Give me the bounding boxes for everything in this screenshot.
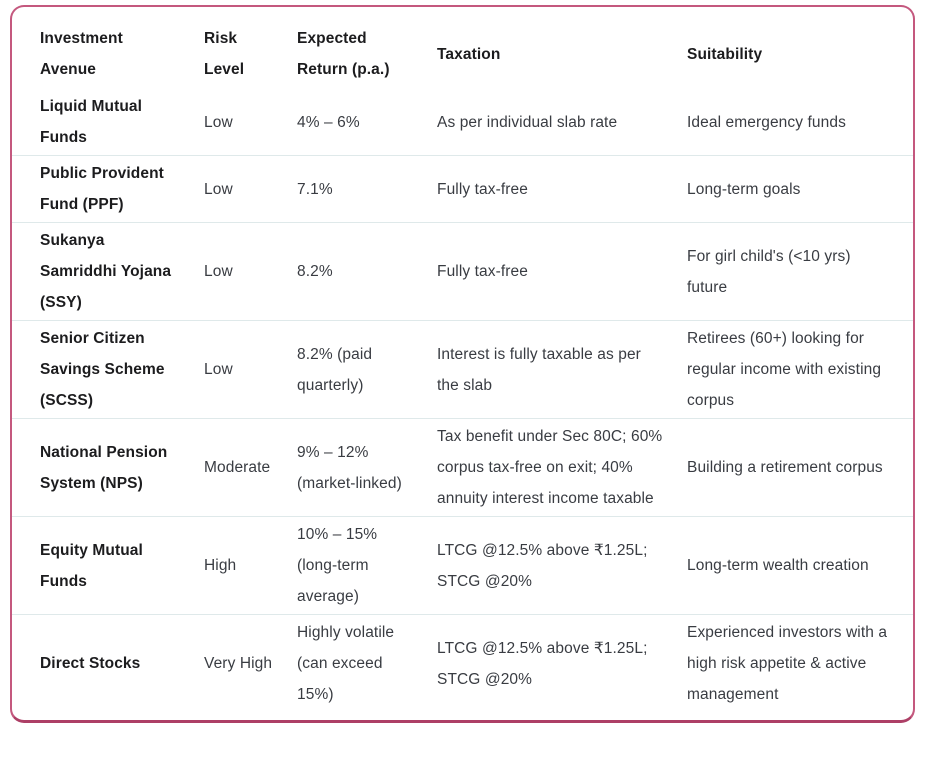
cell-suitability: Building a retirement corpus	[687, 418, 913, 517]
cell-expected-return-p-a: 8.2%	[297, 222, 437, 321]
table-row: Direct Stocks Very High Highly volatile (c…	[12, 614, 913, 712]
table-row: Senior Citizen Savings Scheme (SCSS) Low 8…	[12, 320, 913, 419]
column-header-expected-return-p-a: Expected Return (p.a.)	[297, 30, 390, 78]
cell-suitability: Experienced investors with a high risk a…	[687, 614, 913, 712]
cell-risk-level: Moderate	[204, 418, 297, 517]
table-row: Equity Mutual Funds High 10% – 15% (long-t…	[12, 516, 913, 615]
cell-expected-return-p-a: 8.2% (paid quarterly)	[297, 320, 437, 419]
cell-suitability: Retirees (60+) looking for regular incom…	[687, 320, 913, 419]
cell-risk-level: Low	[204, 155, 297, 223]
cell-suitability: Long-term wealth creation	[687, 516, 913, 615]
cell-taxation: Interest is fully taxable as per the sla…	[437, 320, 687, 419]
table-row: Public Provident Fund (PPF) Low 7.1% Fully …	[12, 155, 913, 223]
table-body: Liquid Mutual Funds Low 4% – 6% As per indi…	[12, 89, 913, 712]
cell-risk-level: High	[204, 516, 297, 615]
header-row: Investment Avenue Risk Level Expected Retu…	[12, 13, 913, 89]
cell-expected-return-p-a: 4% – 6%	[297, 113, 360, 131]
cell-suitability: For girl child's (<10 yrs) future	[687, 222, 913, 321]
cell-risk-level: Very High	[204, 614, 297, 712]
cell-taxation: As per individual slab rate	[437, 113, 618, 131]
cell-investment-avenue: National Pension System (NPS)	[12, 418, 204, 517]
investment-comparison-card: Investment Avenue Risk Level Expected Retu…	[10, 5, 915, 723]
cell-risk-level: Low	[204, 222, 297, 321]
table-row: Sukanya Samriddhi Yojana (SSY) Low 8.2% Ful…	[12, 222, 913, 321]
column-header-suitability: Suitability	[687, 45, 763, 63]
column-header-risk-level: Risk Level	[204, 30, 245, 78]
cell-taxation: LTCG @12.5% above ₹1.25L; STCG @20%	[437, 614, 687, 712]
cell-investment-avenue: Sukanya Samriddhi Yojana (SSY)	[12, 222, 204, 321]
column-header-taxation: Taxation	[437, 45, 501, 63]
cell-expected-return-p-a: 9% – 12% (market-linked)	[297, 418, 437, 517]
cell-taxation: Tax benefit under Sec 80C; 60% corpus ta…	[437, 418, 687, 517]
cell-investment-avenue: Senior Citizen Savings Scheme (SCSS)	[12, 320, 204, 419]
cell-taxation: LTCG @12.5% above ₹1.25L; STCG @20%	[437, 516, 687, 615]
table-row: National Pension System (NPS) Moderate 9% …	[12, 418, 913, 517]
column-header-investment-avenue: Investment Avenue	[40, 30, 123, 78]
cell-risk-level: Low	[204, 113, 233, 131]
cell-risk-level: Low	[204, 320, 297, 419]
cell-taxation: Fully tax-free	[437, 222, 687, 321]
cell-investment-avenue: Equity Mutual Funds	[12, 516, 204, 615]
cell-taxation: Fully tax-free	[437, 155, 687, 223]
cell-expected-return-p-a: 10% – 15% (long-term average)	[297, 516, 437, 615]
table-row: Liquid Mutual Funds Low 4% – 6% As per indi…	[12, 89, 913, 156]
cell-expected-return-p-a: 7.1%	[297, 155, 437, 223]
cell-suitability: Long-term goals	[687, 155, 913, 223]
investment-table: Investment Avenue Risk Level Expected Retu…	[12, 13, 913, 712]
cell-expected-return-p-a: Highly volatile (can exceed 15%)	[297, 614, 437, 712]
cell-investment-avenue: Public Provident Fund (PPF)	[12, 155, 204, 223]
cell-investment-avenue: Direct Stocks	[12, 614, 204, 712]
cell-suitability: Ideal emergency funds	[687, 113, 846, 131]
cell-investment-avenue: Liquid Mutual Funds	[40, 98, 143, 146]
